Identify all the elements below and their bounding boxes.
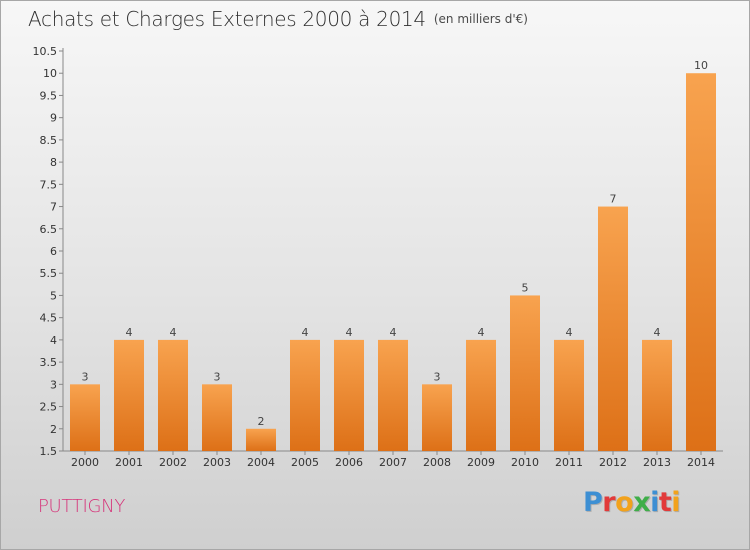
bar-2002 <box>158 339 188 451</box>
y-tick-label: 3.5 <box>40 356 58 369</box>
value-labels: 3 4 4 3 2 4 4 4 3 4 5 4 7 4 10 <box>82 59 709 428</box>
y-tick-label: 9.5 <box>40 89 58 102</box>
bar-value-label: 4 <box>566 326 573 339</box>
bar-2012 <box>598 206 628 451</box>
bar-2005 <box>290 339 320 451</box>
x-tick-label: 2004 <box>247 456 275 469</box>
bar-2003 <box>202 384 232 451</box>
logo-letter: t <box>658 487 672 518</box>
y-tick-label: 5 <box>50 289 57 302</box>
bar-value-label: 4 <box>346 326 353 339</box>
y-tick-label: 2.5 <box>40 401 58 414</box>
x-tick-label: 2010 <box>511 456 539 469</box>
x-tick-label: 2002 <box>159 456 187 469</box>
logo-letter: P <box>583 487 603 518</box>
logo-letter: x <box>633 487 651 518</box>
y-tick-label: 10 <box>43 67 57 80</box>
bar-value-label: 4 <box>170 326 177 339</box>
x-tick-label: 2007 <box>379 456 407 469</box>
y-tick-label: 8 <box>50 156 57 169</box>
bar-2001 <box>114 339 144 451</box>
proxiti-logo[interactable]: Proxiti <box>583 487 681 518</box>
axes: 1.5 2 2.5 3 3.5 4 4.5 5 5.5 6 6.5 7 7.5 8 8.5 9 9.5 10 10.… <box>33 45 723 469</box>
logo-letter: o <box>615 487 634 518</box>
bar-value-label: 4 <box>390 326 397 339</box>
logo-letter: i <box>650 487 659 518</box>
y-tick-label: 2 <box>50 423 57 436</box>
y-tick-label: 4 <box>50 334 57 347</box>
x-tick-label: 2006 <box>335 456 363 469</box>
y-tick-label: 1.5 <box>40 445 58 458</box>
bar-value-label: 2 <box>258 415 265 428</box>
logo-letter: i <box>671 487 681 518</box>
bar-value-label: 3 <box>82 370 89 383</box>
chart-title-text: Achats et Charges Externes 2000 à 2014 <box>28 7 426 31</box>
bar-value-label: 3 <box>434 370 441 383</box>
x-tick-label: 2000 <box>71 456 99 469</box>
y-tick-label: 7 <box>50 201 57 214</box>
y-tick-label: 6.5 <box>40 223 58 236</box>
bar-value-label: 4 <box>302 326 309 339</box>
y-tick-label: 5.5 <box>40 267 58 280</box>
bar-value-label: 3 <box>214 370 221 383</box>
y-tick-label: 7.5 <box>40 178 58 191</box>
x-tick-label: 2003 <box>203 456 231 469</box>
bar-value-label: 4 <box>126 326 133 339</box>
x-tick-label: 2009 <box>467 456 495 469</box>
bar-value-label: 4 <box>654 326 661 339</box>
x-tick-label: 2005 <box>291 456 319 469</box>
x-tick-label: 2012 <box>599 456 627 469</box>
y-tick-label: 9 <box>50 112 57 125</box>
bars <box>70 73 716 451</box>
y-tick-label: 4.5 <box>40 312 58 325</box>
x-tick-label: 2014 <box>687 456 715 469</box>
bar-value-label: 5 <box>522 281 529 294</box>
bar-2006 <box>334 339 364 451</box>
y-tick-label: 8.5 <box>40 134 58 147</box>
x-tick-label: 2011 <box>555 456 583 469</box>
bar-2013 <box>642 339 672 451</box>
x-tick-label: 2013 <box>643 456 671 469</box>
bar-2007 <box>378 339 408 451</box>
bar-2011 <box>554 339 584 451</box>
logo-letter: r <box>602 487 616 518</box>
bar-value-label: 10 <box>694 59 708 72</box>
y-tick-label: 3 <box>50 378 57 391</box>
commune-name: PUTTIGNY <box>38 496 126 517</box>
y-tick-label: 10.5 <box>33 45 58 58</box>
x-tick-label: 2001 <box>115 456 143 469</box>
bar-2014 <box>686 73 716 451</box>
bar-2010 <box>510 295 540 451</box>
chart-title: Achats et Charges Externes 2000 à 2014 (e… <box>28 7 528 31</box>
bar-2008 <box>422 384 452 451</box>
bar-value-label: 4 <box>478 326 485 339</box>
bar-value-label: 7 <box>610 193 617 206</box>
bar-2000 <box>70 384 100 451</box>
bar-2004 <box>246 428 276 451</box>
y-tick-label: 6 <box>50 245 57 258</box>
x-tick-label: 2008 <box>423 456 451 469</box>
bar-2009 <box>466 339 496 451</box>
unit-note: (en milliers d'€) <box>433 12 528 26</box>
